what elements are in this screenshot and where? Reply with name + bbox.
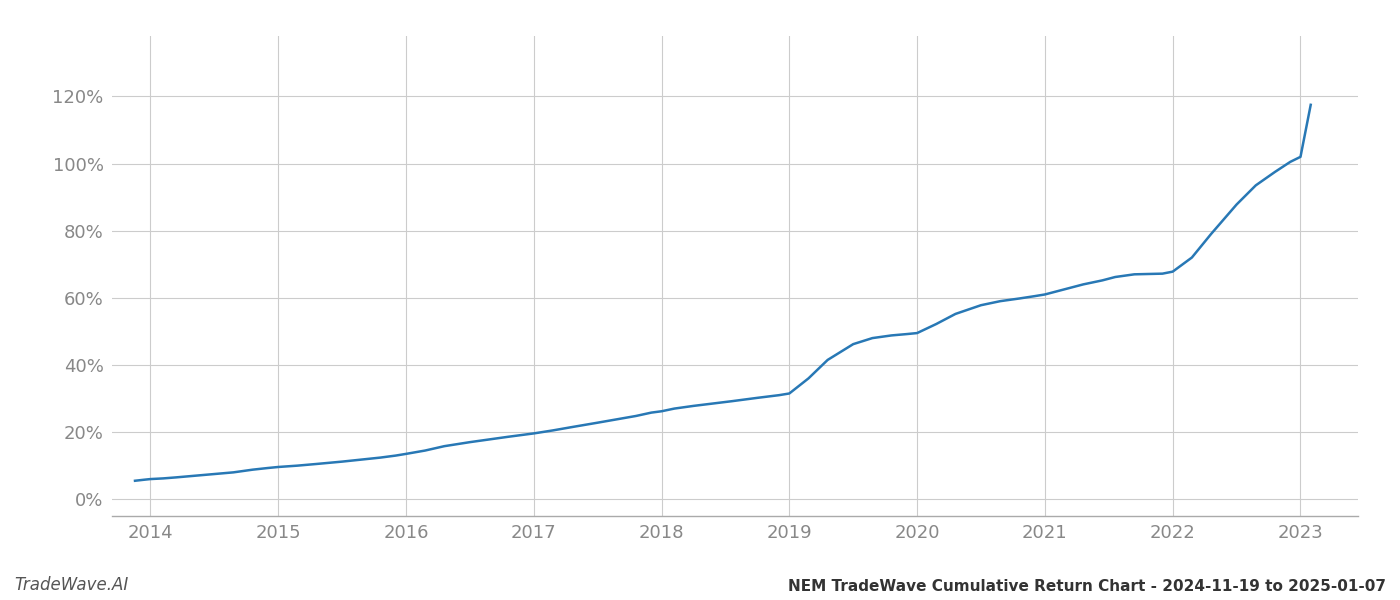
Text: TradeWave.AI: TradeWave.AI <box>14 576 129 594</box>
Text: NEM TradeWave Cumulative Return Chart - 2024-11-19 to 2025-01-07: NEM TradeWave Cumulative Return Chart - … <box>788 579 1386 594</box>
